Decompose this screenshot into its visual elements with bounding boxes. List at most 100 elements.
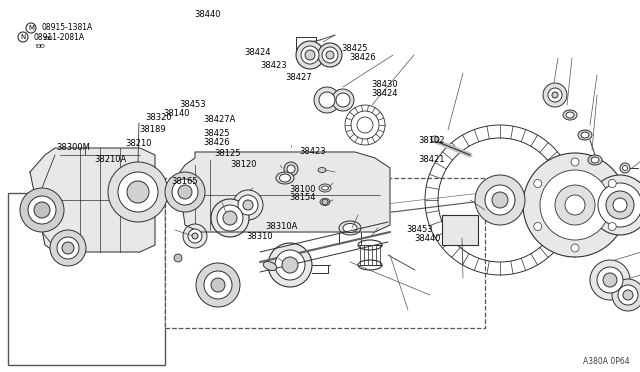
Text: 38140: 38140 xyxy=(163,109,189,118)
Text: 38120: 38120 xyxy=(230,160,257,169)
Ellipse shape xyxy=(343,224,357,232)
Ellipse shape xyxy=(578,130,592,140)
Text: 38453: 38453 xyxy=(406,225,433,234)
Circle shape xyxy=(233,190,263,220)
Text: 38154: 38154 xyxy=(289,193,316,202)
Circle shape xyxy=(238,195,258,215)
Circle shape xyxy=(28,196,56,224)
Circle shape xyxy=(192,233,198,239)
Text: 38426: 38426 xyxy=(204,138,230,147)
Circle shape xyxy=(623,166,627,170)
Text: 38425: 38425 xyxy=(342,44,368,53)
Circle shape xyxy=(118,172,158,212)
Ellipse shape xyxy=(321,186,328,190)
Circle shape xyxy=(174,254,182,262)
Circle shape xyxy=(612,279,640,311)
Ellipse shape xyxy=(431,136,439,142)
Text: 38427A: 38427A xyxy=(204,115,236,124)
Ellipse shape xyxy=(318,167,326,173)
Text: 38320: 38320 xyxy=(145,113,172,122)
Text: ÐÐ: ÐÐ xyxy=(44,35,54,41)
Circle shape xyxy=(322,199,328,205)
Polygon shape xyxy=(178,152,390,232)
Circle shape xyxy=(287,165,295,173)
Ellipse shape xyxy=(280,174,291,182)
Circle shape xyxy=(305,50,315,60)
Text: 38310: 38310 xyxy=(246,232,273,241)
Circle shape xyxy=(211,199,249,237)
Text: 38210: 38210 xyxy=(125,139,151,148)
Circle shape xyxy=(282,257,298,273)
Circle shape xyxy=(34,202,50,218)
Circle shape xyxy=(268,243,312,287)
Circle shape xyxy=(571,244,579,252)
Bar xyxy=(165,178,485,328)
Circle shape xyxy=(332,89,354,111)
Circle shape xyxy=(319,92,335,108)
Circle shape xyxy=(571,158,579,166)
Circle shape xyxy=(183,224,207,248)
Circle shape xyxy=(322,47,338,63)
Circle shape xyxy=(492,192,508,208)
Ellipse shape xyxy=(319,184,331,192)
Circle shape xyxy=(523,153,627,257)
Text: 38423: 38423 xyxy=(260,61,287,70)
Circle shape xyxy=(196,263,240,307)
Text: 38453: 38453 xyxy=(179,100,206,109)
Circle shape xyxy=(534,180,542,187)
Ellipse shape xyxy=(322,200,328,204)
Circle shape xyxy=(204,271,232,299)
Text: 38440: 38440 xyxy=(194,10,220,19)
Circle shape xyxy=(590,175,640,235)
Circle shape xyxy=(296,41,324,69)
Circle shape xyxy=(217,205,243,231)
Circle shape xyxy=(50,230,86,266)
Text: N: N xyxy=(20,34,26,40)
Text: 38426: 38426 xyxy=(349,53,376,62)
Circle shape xyxy=(552,92,558,98)
Text: 38189: 38189 xyxy=(140,125,166,134)
Text: A380A 0P64: A380A 0P64 xyxy=(584,357,630,366)
Text: 38430: 38430 xyxy=(371,80,398,89)
Text: 38421: 38421 xyxy=(418,155,444,164)
Text: 38210A: 38210A xyxy=(95,155,127,164)
Circle shape xyxy=(223,211,237,225)
Circle shape xyxy=(336,93,350,107)
Circle shape xyxy=(618,285,638,305)
Circle shape xyxy=(165,172,205,212)
Circle shape xyxy=(188,229,202,243)
Circle shape xyxy=(62,242,74,254)
Circle shape xyxy=(275,250,305,280)
Circle shape xyxy=(603,273,617,287)
Circle shape xyxy=(127,181,149,203)
Ellipse shape xyxy=(276,172,294,184)
Text: 38427: 38427 xyxy=(285,73,312,81)
Circle shape xyxy=(590,260,630,300)
Circle shape xyxy=(57,237,79,259)
Circle shape xyxy=(20,188,64,232)
Circle shape xyxy=(178,185,192,199)
Circle shape xyxy=(608,180,616,187)
Circle shape xyxy=(534,222,542,231)
Circle shape xyxy=(597,267,623,293)
Text: 38102: 38102 xyxy=(418,136,444,145)
Text: 38165: 38165 xyxy=(172,177,198,186)
Text: 38125: 38125 xyxy=(214,149,241,158)
Circle shape xyxy=(301,46,319,64)
Circle shape xyxy=(318,43,342,67)
Circle shape xyxy=(284,162,298,176)
Ellipse shape xyxy=(320,199,330,205)
Text: 38424: 38424 xyxy=(244,48,270,57)
Circle shape xyxy=(543,83,567,107)
Text: 38425: 38425 xyxy=(204,129,230,138)
Text: 38310A: 38310A xyxy=(266,222,298,231)
Text: 38100: 38100 xyxy=(289,185,316,194)
Circle shape xyxy=(555,185,595,225)
Text: 38423: 38423 xyxy=(300,147,326,156)
Circle shape xyxy=(606,191,634,219)
Ellipse shape xyxy=(581,132,589,138)
Circle shape xyxy=(565,195,585,215)
Circle shape xyxy=(620,163,630,173)
Circle shape xyxy=(108,162,168,222)
Ellipse shape xyxy=(566,112,574,118)
